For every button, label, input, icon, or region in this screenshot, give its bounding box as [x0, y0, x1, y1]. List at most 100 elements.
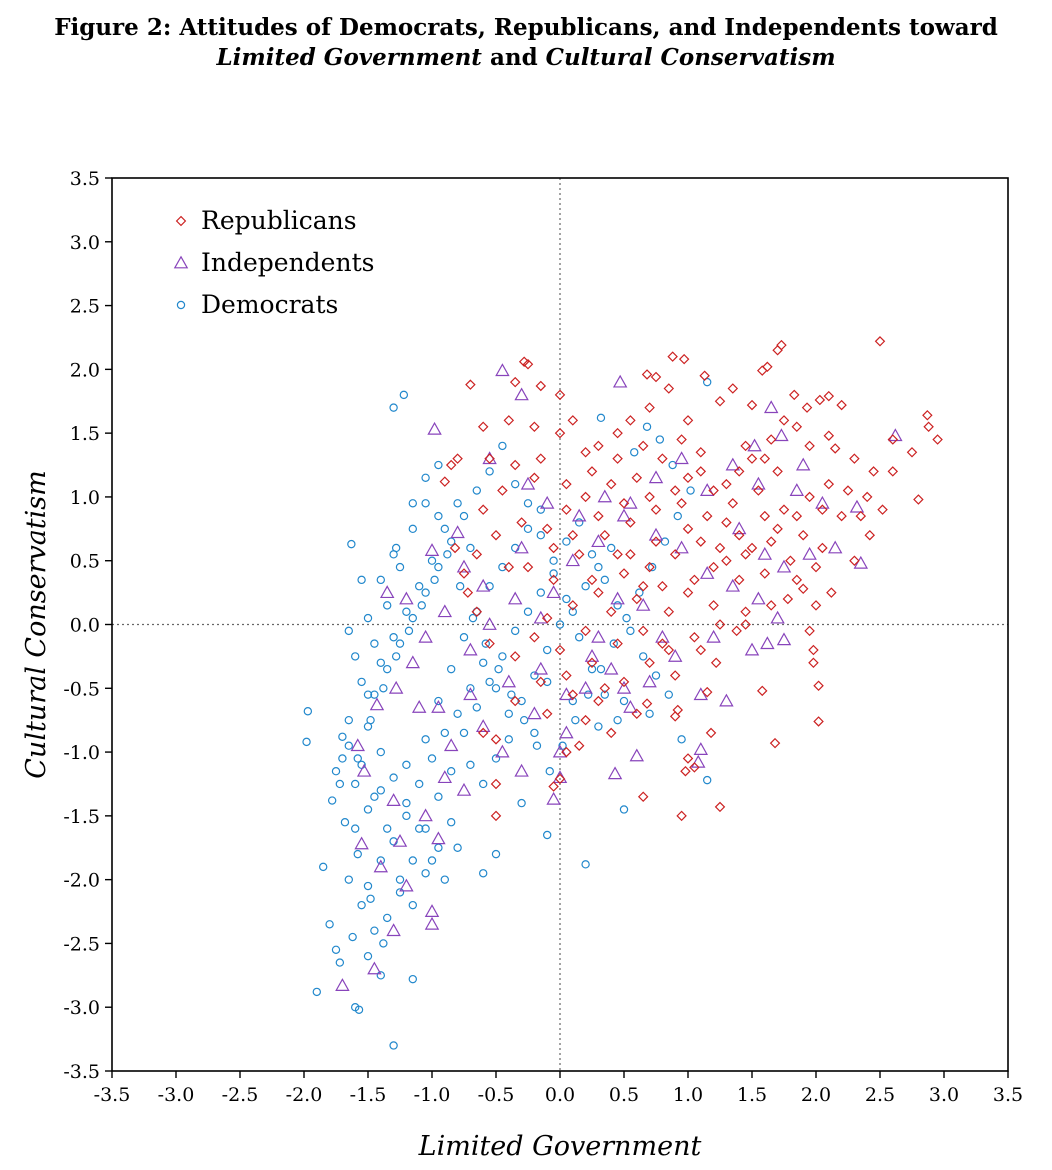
- republicans-point: [657, 580, 668, 592]
- democrats-point: [581, 860, 590, 869]
- republicans-point: [548, 574, 559, 586]
- republicans-point: [676, 498, 687, 509]
- republicans-point: [509, 459, 521, 471]
- republicans-point: [756, 685, 768, 697]
- independents-point: [443, 738, 459, 752]
- independents-point: [706, 629, 721, 643]
- democrats-point: [399, 390, 409, 400]
- republicans-point: [580, 447, 591, 458]
- independents-point: [578, 680, 593, 694]
- republicans-point: [678, 353, 690, 365]
- democrats-point: [532, 741, 542, 750]
- democrats-point: [344, 741, 353, 750]
- republicans-point: [727, 383, 739, 394]
- independents-point: [463, 642, 478, 656]
- legend: Republicans Independents Democrats: [173, 206, 374, 319]
- republicans-point: [708, 561, 719, 573]
- republicans-point: [657, 453, 668, 464]
- republicans-point: [631, 708, 643, 720]
- republicans-point: [612, 549, 623, 560]
- republicans-point: [516, 517, 527, 528]
- republicans-point: [765, 434, 777, 445]
- republicans-point: [522, 359, 534, 370]
- republicans-point: [765, 600, 777, 611]
- republicans-point: [586, 657, 598, 669]
- independents-point: [635, 597, 651, 611]
- democrats-point: [600, 575, 610, 585]
- republicans-point: [808, 657, 819, 669]
- independents-point: [437, 604, 453, 618]
- democrats-point: [440, 524, 449, 534]
- independents-point: [335, 978, 350, 991]
- republicans-point: [554, 427, 566, 439]
- independents-point: [546, 585, 561, 599]
- independents-point: [533, 661, 549, 675]
- republicans-point: [733, 466, 745, 477]
- independents-point: [507, 591, 523, 605]
- x-tick-label: -0.5: [478, 1084, 515, 1106]
- y-tick-label: 3.0: [70, 232, 100, 254]
- independents-point: [776, 559, 792, 573]
- republicans-point: [759, 568, 771, 579]
- republicans-point: [823, 390, 835, 402]
- democrats-point: [434, 843, 443, 852]
- republicans-point: [593, 440, 604, 452]
- democrats-point: [408, 524, 417, 534]
- democrats-point: [673, 511, 682, 521]
- independents-point: [399, 591, 414, 605]
- republicans-point: [740, 440, 751, 452]
- independents-point: [386, 923, 401, 937]
- republicans-point: [484, 638, 495, 649]
- republicans-point: [567, 529, 579, 541]
- independents-point: [527, 706, 542, 720]
- democrats-point: [421, 824, 430, 833]
- democrats-point: [376, 971, 385, 980]
- democrats-point: [421, 588, 430, 597]
- independents-point: [475, 719, 491, 732]
- republicans-point: [644, 491, 655, 503]
- independents-point: [495, 363, 510, 377]
- independents-point: [591, 534, 606, 548]
- x-tick-label: -3.0: [158, 1084, 195, 1106]
- republicans-point: [490, 778, 502, 790]
- republicans-point: [599, 683, 611, 694]
- democrats-point: [543, 677, 552, 687]
- series-democrats: [302, 377, 712, 1050]
- republicans-point: [631, 472, 643, 484]
- independents-point: [774, 428, 789, 442]
- independents-point: [369, 697, 385, 711]
- republicans-point: [625, 517, 636, 528]
- republicans-point: [855, 510, 867, 522]
- republicans-point: [631, 593, 643, 605]
- legend-diamond-icon: [175, 215, 187, 227]
- democrats-point: [434, 792, 443, 801]
- republicans-point: [676, 434, 687, 445]
- republicans-point: [650, 371, 662, 383]
- republicans-point: [765, 536, 777, 547]
- democrats-point: [376, 856, 385, 865]
- democrats-point: [344, 626, 353, 636]
- independents-point: [495, 744, 510, 758]
- republicans-point: [689, 632, 700, 643]
- independents-point: [667, 648, 683, 662]
- democrats-point: [481, 639, 490, 648]
- republicans-point: [644, 657, 655, 669]
- x-axis-label: Limited Government: [418, 1131, 702, 1162]
- democrats-point: [370, 690, 379, 699]
- democrats-point: [491, 849, 501, 859]
- democrats-point: [366, 715, 375, 725]
- democrats-point: [331, 767, 341, 776]
- democrats-point: [485, 677, 494, 687]
- legend-item-democrats: Democrats: [176, 290, 338, 319]
- republicans-point: [548, 542, 559, 554]
- republicans-point: [714, 396, 726, 407]
- republicans-point: [772, 523, 783, 535]
- democrats-point: [655, 435, 665, 444]
- republicans-point: [618, 498, 630, 509]
- data-markers: [302, 336, 943, 1050]
- republicans-point: [541, 612, 553, 624]
- republicans-point: [877, 504, 888, 515]
- republicans-point: [503, 415, 515, 426]
- independents-point: [418, 629, 433, 643]
- democrats-point: [415, 779, 424, 789]
